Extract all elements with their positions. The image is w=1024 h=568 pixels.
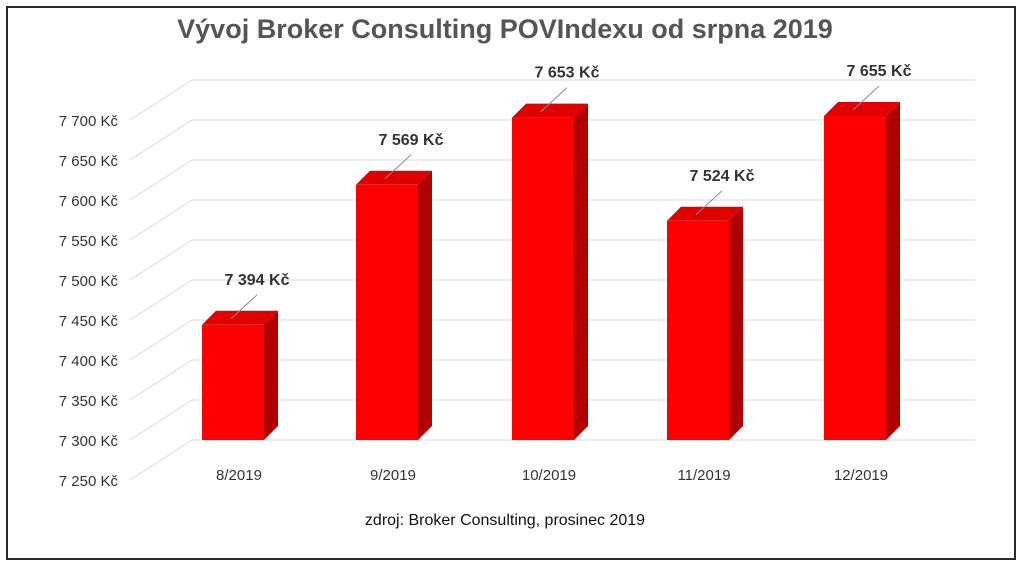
- data-label-leader: [540, 87, 568, 112]
- y-tick-label: 7 250 Kč: [59, 473, 119, 490]
- data-label-leader: [695, 190, 723, 216]
- data-label: 7 653 Kč: [535, 65, 600, 82]
- gridline-side: [129, 359, 193, 401]
- gridline-side: [129, 319, 193, 361]
- bar: [202, 324, 264, 440]
- gridline-side: [129, 399, 193, 441]
- gridline-side: [129, 439, 193, 481]
- gridline-side: [129, 119, 193, 161]
- bar-side: [729, 206, 743, 440]
- data-label: 7 394 Kč: [225, 272, 290, 289]
- bar-top: [512, 103, 588, 118]
- gridline-side: [129, 199, 193, 241]
- x-tick-label: 9/2019: [370, 467, 416, 484]
- data-label: 7 569 Kč: [379, 132, 444, 149]
- y-tick-label: 7 400 Kč: [59, 353, 119, 370]
- y-tick-label: 7 700 Kč: [59, 113, 119, 130]
- data-label-leader: [230, 294, 258, 320]
- x-tick-label: 10/2019: [522, 467, 576, 484]
- y-tick-label: 7 500 Kč: [59, 273, 119, 290]
- bar: [824, 116, 886, 440]
- gridline-side: [129, 159, 193, 201]
- bar-side: [886, 102, 900, 440]
- bar-side: [264, 310, 278, 440]
- x-tick-label: 11/2019: [677, 467, 730, 484]
- gridline-side: [129, 279, 193, 321]
- source-note: zdroj: Broker Consulting, prosinec 2019: [364, 512, 646, 529]
- bar-top: [824, 102, 900, 116]
- x-tick-label: 12/2019: [834, 467, 888, 484]
- y-tick-label: 7 600 Kč: [59, 193, 119, 210]
- bar-top: [356, 170, 432, 185]
- gridline-side: [129, 79, 193, 121]
- y-tick-label: 7 550 Kč: [59, 233, 119, 250]
- bar-top: [202, 310, 278, 325]
- bar: [356, 184, 418, 440]
- data-label: 7 655 Kč: [847, 63, 912, 80]
- y-tick-label: 7 350 Kč: [59, 393, 119, 410]
- data-label-leader: [852, 85, 880, 111]
- data-label: 7 524 Kč: [690, 168, 755, 185]
- data-label-leader: [384, 154, 412, 180]
- y-tick-label: 7 300 Kč: [59, 433, 119, 450]
- gridline-side: [129, 239, 193, 281]
- y-tick-label: 7 650 Kč: [59, 153, 119, 170]
- bar: [512, 117, 574, 440]
- bar-top: [667, 206, 743, 221]
- chart-title: Vývoj Broker Consulting POVIndexu od srp…: [177, 14, 833, 44]
- y-tick-label: 7 450 Kč: [59, 313, 119, 330]
- bar-side: [418, 170, 432, 441]
- bar: [667, 220, 729, 440]
- bar-side: [574, 103, 588, 440]
- x-tick-label: 8/2019: [216, 467, 262, 484]
